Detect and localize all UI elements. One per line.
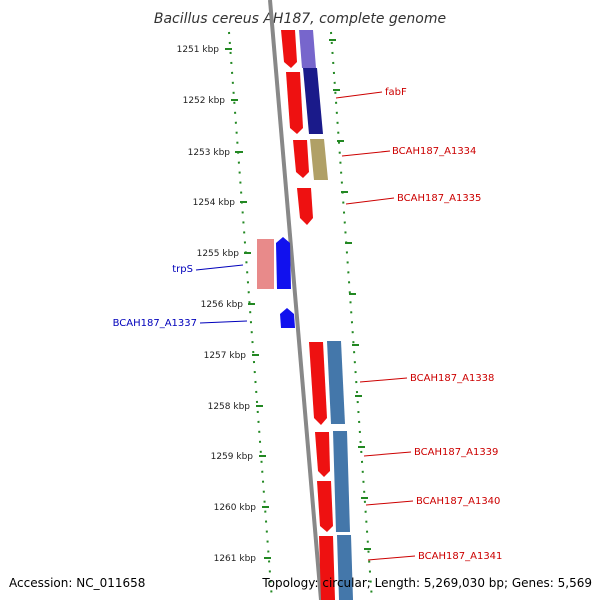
cds-reverse[interactable] [280,308,295,328]
cds-forward[interactable] [286,72,303,134]
cds-forward[interactable] [281,30,297,68]
gene-label-bcah187-a1341[interactable]: BCAH187_A1341 [418,551,502,562]
kbp-label: 1258 kbp [208,402,251,412]
reverse-cds-group [257,237,295,328]
cds-forward[interactable] [297,188,313,225]
left-tick-track [228,31,273,600]
kbp-label: 1256 kbp [201,300,244,310]
gene-label-bcah187-a1339[interactable]: BCAH187_A1339 [414,447,498,458]
gene-label-bcah187-a1340[interactable]: BCAH187_A1340 [416,496,500,507]
leader-lines [195,91,416,561]
leader-line [199,320,248,324]
gene-label-bcah187-a1335[interactable]: BCAH187_A1335 [397,193,481,204]
leader-line [195,264,244,271]
genome-title: Bacillus cereus AH187, complete genome [154,11,446,27]
kbp-label: 1251 kbp [177,45,220,55]
feature-block-purple[interactable] [299,30,316,68]
gene-label-fabf[interactable]: fabF [385,87,407,98]
genome-backbone [268,0,323,600]
genome-summary-text: Topology: circular; Length: 5,269,030 bp… [261,576,592,590]
kbp-label: 1253 kbp [188,148,231,158]
leader-line [345,197,395,205]
forward-feature-group [299,30,353,600]
kbp-label: 1255 kbp [197,249,240,259]
gene-label-bcah187-a1338[interactable]: BCAH187_A1338 [410,373,494,384]
feature-block-navy[interactable] [303,68,323,134]
leader-line [365,500,414,506]
major-ticks [225,39,371,559]
cds-forward[interactable] [317,481,333,532]
feature-block-olive[interactable] [310,139,328,180]
cds-forward[interactable] [309,342,327,425]
leader-line [359,377,408,383]
feature-block-steelblue[interactable] [327,341,345,424]
forward-cds-group [281,30,335,600]
kbp-label: 1254 kbp [193,198,236,208]
gene-label-bcah187-a1334[interactable]: BCAH187_A1334 [392,146,476,157]
cds-forward[interactable] [315,432,330,477]
cds-forward[interactable] [293,140,309,178]
kbp-label: 1260 kbp [214,503,257,513]
cds-reverse[interactable] [276,237,291,289]
gene-label-trps[interactable]: trpS [172,264,193,275]
gene-label-bcah187-a1337[interactable]: BCAH187_A1337 [113,318,197,329]
accession-text: Accession: NC_011658 [9,576,145,590]
cds-forward[interactable] [319,536,335,600]
leader-line [363,451,412,457]
feature-block-pink[interactable] [257,239,274,289]
kbp-label: 1257 kbp [204,351,247,361]
leader-line [367,555,416,561]
leader-line [335,91,383,99]
feature-block-steelblue[interactable] [337,535,353,600]
kbp-label: 1261 kbp [214,554,257,564]
feature-block-steelblue[interactable] [333,431,350,532]
leader-line [341,150,391,157]
kbp-label: 1259 kbp [211,452,254,462]
kbp-label: 1252 kbp [183,96,226,106]
